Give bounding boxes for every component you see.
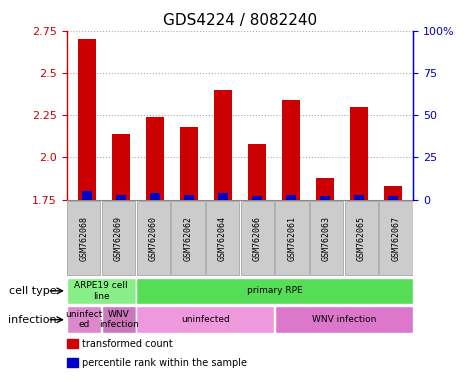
Bar — [145, 117, 164, 200]
Bar — [350, 107, 368, 200]
Text: GSM762061: GSM762061 — [287, 215, 296, 261]
Bar — [286, 195, 296, 200]
Bar — [275, 306, 413, 333]
Text: uninfect
ed: uninfect ed — [65, 310, 103, 329]
Text: GSM762062: GSM762062 — [183, 215, 192, 261]
Text: ARPE19 cell
line: ARPE19 cell line — [75, 281, 128, 301]
Bar — [112, 134, 130, 200]
Text: GSM762068: GSM762068 — [79, 215, 88, 261]
Bar — [102, 201, 135, 275]
Bar — [320, 196, 330, 200]
Bar — [247, 144, 266, 200]
Bar — [275, 201, 309, 275]
Bar — [136, 306, 274, 333]
Bar — [67, 306, 101, 333]
Bar — [379, 201, 413, 275]
Title: GDS4224 / 8082240: GDS4224 / 8082240 — [163, 13, 317, 28]
Text: GSM762066: GSM762066 — [253, 215, 262, 261]
Bar — [77, 39, 96, 200]
Bar — [67, 278, 135, 304]
Bar — [383, 186, 402, 200]
Text: transformed count: transformed count — [82, 339, 172, 349]
Text: uninfected: uninfected — [181, 315, 229, 324]
Bar — [180, 127, 198, 200]
Bar — [214, 90, 232, 200]
Bar — [116, 195, 126, 200]
Text: GSM762064: GSM762064 — [218, 215, 227, 261]
Bar — [206, 201, 239, 275]
Bar — [82, 191, 92, 200]
Bar — [136, 201, 170, 275]
Text: WNV
infection: WNV infection — [99, 310, 138, 329]
Text: GSM762063: GSM762063 — [322, 215, 331, 261]
Bar — [218, 193, 228, 200]
Text: WNV infection: WNV infection — [312, 315, 376, 324]
Bar — [252, 196, 262, 200]
Bar — [171, 201, 205, 275]
Text: GSM762067: GSM762067 — [391, 215, 400, 261]
Text: infection: infection — [9, 314, 57, 325]
Bar — [354, 195, 364, 200]
Text: percentile rank within the sample: percentile rank within the sample — [82, 358, 247, 368]
Bar — [136, 278, 413, 304]
Text: GSM762060: GSM762060 — [149, 215, 158, 261]
Bar — [67, 201, 101, 275]
Text: primary RPE: primary RPE — [247, 286, 303, 295]
Text: GSM762065: GSM762065 — [357, 215, 366, 261]
Bar — [150, 193, 160, 200]
Bar — [344, 201, 378, 275]
Bar — [310, 201, 343, 275]
Bar — [388, 196, 398, 200]
Bar — [184, 195, 194, 200]
Bar — [282, 100, 300, 200]
Text: cell type: cell type — [10, 286, 57, 296]
Bar — [315, 178, 334, 200]
Text: GSM762069: GSM762069 — [114, 215, 123, 261]
Bar — [102, 306, 135, 333]
Bar — [240, 201, 274, 275]
